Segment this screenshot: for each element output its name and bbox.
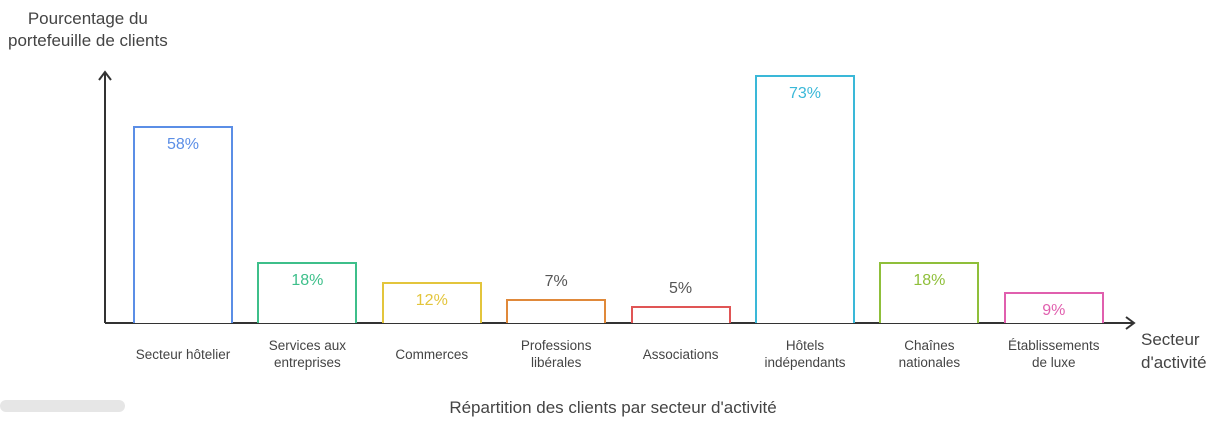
bar xyxy=(257,261,358,323)
bar xyxy=(381,282,482,323)
x-arrow xyxy=(1125,316,1136,330)
x-tick-label: Associations xyxy=(642,347,719,362)
x-tick-label: Hôtels indépendants xyxy=(764,338,846,370)
value-label: 9% xyxy=(1042,302,1066,320)
value-label: 18% xyxy=(291,271,324,289)
y-arrow xyxy=(98,70,112,81)
bar xyxy=(506,299,607,323)
x-tick-label: Secteur hôtelier xyxy=(135,347,231,362)
value-label: 73% xyxy=(788,84,822,102)
bar xyxy=(879,261,980,323)
chart-title: Répartition des clients par secteur d'ac… xyxy=(449,398,777,417)
bar xyxy=(755,74,855,323)
x-axis-label: Secteur d'activité xyxy=(1141,330,1207,372)
x-tick-label: Professions libérales xyxy=(520,338,592,370)
value-label: 58% xyxy=(166,135,200,153)
x-tick-label: Commerces xyxy=(395,347,469,362)
y-axis-label: Pourcentage du portefeuille de clients xyxy=(8,9,168,50)
x-tick-label: Chaînes nationales xyxy=(898,338,961,370)
value-label: 5% xyxy=(669,280,693,297)
bar xyxy=(133,125,233,323)
value-label: 18% xyxy=(913,271,946,289)
value-label: 7% xyxy=(544,273,568,291)
blurred-logo xyxy=(0,400,125,412)
x-tick-label: Services aux entreprises xyxy=(268,338,347,370)
bar xyxy=(630,306,731,323)
bar xyxy=(1003,292,1104,323)
x-tick-label: Établissements de luxe xyxy=(1008,338,1100,370)
value-label: 12% xyxy=(415,292,448,310)
